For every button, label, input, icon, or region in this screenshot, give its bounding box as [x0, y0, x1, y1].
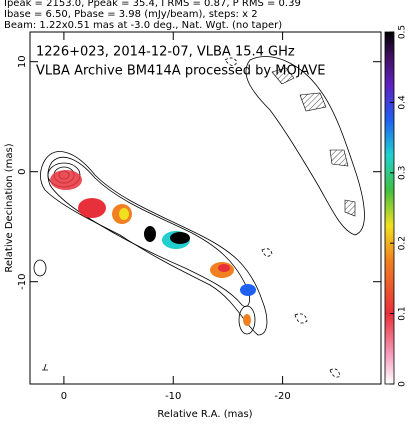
colorbar-tick-label: 0.4: [398, 95, 408, 110]
x-axis-label: Relative R.A. (mas): [157, 409, 252, 420]
color-patch: [218, 264, 230, 272]
image-content: [33, 56, 365, 378]
plot-title: 1226+023, 2014-12-07, VLBA 15.4 GHz: [36, 45, 295, 60]
beam: [42, 363, 48, 371]
color-patch: [50, 170, 82, 190]
header-line: Ipeak = 2153.0, Ppeak = 35.4, I RMS = 0.…: [4, 0, 301, 9]
contour: [238, 305, 256, 335]
color-patch: [119, 208, 129, 220]
header-line: Beam: 1.22x0.51 mas at -3.0 deg., Nat. W…: [4, 20, 282, 31]
contour: [33, 259, 47, 277]
hatched-region: [271, 67, 356, 217]
colorbar: [384, 31, 395, 385]
y-tick-label: 10: [17, 55, 28, 68]
colorbar-tick-label: 0.3: [398, 166, 408, 180]
colorbar-tick-label: 0: [398, 381, 408, 387]
x-tick-label: -20: [274, 391, 290, 402]
y-axis-label: Relative Decination (mas): [4, 143, 15, 272]
colorbar-tick-label: 0.5: [398, 25, 408, 39]
color-patch: [78, 198, 106, 218]
y-tick-label: 0: [17, 169, 28, 175]
color-patch: [170, 232, 190, 244]
contour: [245, 56, 365, 236]
plot-subtitle: VLBA Archive BM414A processed by MOJAVE: [36, 64, 325, 79]
color-patch: [243, 314, 251, 326]
plot-frame: [29, 31, 382, 385]
x-tick-label: 0: [61, 391, 67, 402]
color-patch: [240, 284, 256, 296]
header-line: Ibase = 6.50, Pbase = 3.98 (mJy/beam), s…: [4, 9, 258, 20]
x-tick-label: -10: [165, 391, 181, 402]
colorbar-tick-label: 0.2: [398, 236, 408, 250]
contour: [40, 151, 268, 336]
y-tick-label: -10: [17, 274, 28, 290]
color-patch: [144, 226, 156, 242]
colorbar-tick-label: 0.1: [398, 306, 408, 320]
contour: [47, 156, 250, 307]
